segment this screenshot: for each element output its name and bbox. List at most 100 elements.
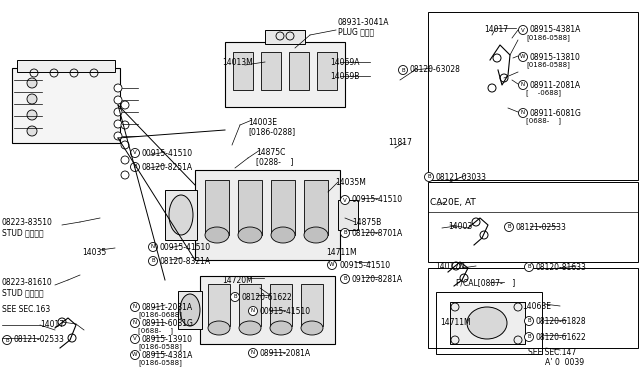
Bar: [289, 52, 309, 90]
Text: 08121-02533: 08121-02533: [516, 222, 567, 231]
Text: V: V: [521, 28, 525, 32]
Text: 00915-41510: 00915-41510: [260, 307, 311, 315]
Text: B: B: [427, 174, 431, 180]
Text: 14003: 14003: [448, 222, 472, 231]
Text: [0186-0588]: [0186-0588]: [138, 343, 182, 350]
Circle shape: [248, 349, 257, 357]
Text: W: W: [132, 353, 138, 357]
Text: 08121-02533: 08121-02533: [14, 336, 65, 344]
Text: 08911-6081G: 08911-6081G: [530, 109, 582, 118]
Text: 14017: 14017: [484, 25, 508, 34]
Circle shape: [121, 171, 129, 179]
Text: B: B: [151, 259, 155, 263]
Circle shape: [121, 141, 129, 149]
Circle shape: [424, 173, 433, 182]
Text: SEE SEC.147: SEE SEC.147: [528, 348, 576, 357]
Text: N: N: [251, 350, 255, 356]
Text: B: B: [401, 67, 405, 73]
Circle shape: [248, 307, 257, 315]
Circle shape: [131, 318, 140, 327]
Circle shape: [114, 132, 122, 140]
Text: PLUG プラグ: PLUG プラグ: [338, 27, 374, 36]
Text: 14069B: 14069B: [330, 72, 360, 81]
Text: 14017: 14017: [40, 320, 64, 329]
Text: N: N: [133, 321, 137, 326]
Ellipse shape: [180, 294, 200, 326]
Text: 08911-2081A: 08911-2081A: [142, 302, 193, 311]
Circle shape: [230, 292, 239, 301]
Ellipse shape: [301, 321, 323, 335]
Ellipse shape: [271, 227, 295, 243]
Text: 14711M: 14711M: [326, 248, 356, 257]
Bar: [178, 291, 202, 329]
Ellipse shape: [208, 321, 230, 335]
Text: 08915-13910: 08915-13910: [142, 334, 193, 343]
Bar: [239, 284, 261, 326]
Bar: [200, 276, 335, 344]
Text: 11817: 11817: [388, 138, 412, 147]
Text: 08121-03033: 08121-03033: [436, 173, 487, 182]
Circle shape: [27, 94, 37, 104]
Circle shape: [340, 275, 349, 283]
Text: 14720M: 14720M: [222, 276, 253, 285]
Text: B: B: [133, 164, 137, 170]
Text: N: N: [133, 305, 137, 310]
Text: 00915-41510: 00915-41510: [352, 196, 403, 205]
Circle shape: [328, 260, 337, 269]
Text: B: B: [343, 276, 347, 282]
Circle shape: [131, 334, 140, 343]
Bar: [238, 180, 262, 235]
Text: [0186-0588]: [0186-0588]: [526, 34, 570, 41]
Text: 08120-8701A: 08120-8701A: [352, 228, 403, 237]
Circle shape: [148, 243, 157, 251]
Text: W: W: [329, 263, 335, 267]
Text: W: W: [520, 55, 525, 60]
Text: 14069A: 14069A: [330, 58, 360, 67]
Ellipse shape: [239, 321, 261, 335]
Bar: [270, 284, 292, 326]
Bar: [436, 292, 542, 354]
Circle shape: [114, 96, 122, 104]
Bar: [304, 180, 328, 235]
Text: V: V: [343, 198, 347, 202]
Bar: [450, 302, 525, 344]
Circle shape: [518, 109, 527, 118]
Circle shape: [148, 257, 157, 266]
Text: SEE SEC.163: SEE SEC.163: [2, 305, 51, 314]
Text: 09120-8281A: 09120-8281A: [352, 275, 403, 283]
Circle shape: [131, 302, 140, 311]
Text: [0186-0288]: [0186-0288]: [248, 127, 295, 136]
Text: 08120-61622: 08120-61622: [242, 292, 292, 301]
Text: B: B: [527, 318, 531, 324]
Text: [0186-0688]: [0186-0688]: [138, 311, 182, 318]
Text: [0688-    ]: [0688- ]: [138, 327, 173, 334]
Bar: [428, 182, 638, 262]
Circle shape: [518, 52, 527, 61]
Bar: [225, 42, 345, 107]
Text: 14035: 14035: [82, 248, 106, 257]
Text: 00915-41510: 00915-41510: [339, 260, 390, 269]
Text: 08915-13810: 08915-13810: [530, 52, 581, 61]
Bar: [233, 52, 253, 90]
Circle shape: [121, 101, 129, 109]
Bar: [271, 180, 295, 235]
Circle shape: [525, 317, 534, 326]
Circle shape: [114, 84, 122, 92]
Bar: [301, 284, 323, 326]
Text: 08120-63028: 08120-63028: [410, 65, 461, 74]
Text: B: B: [343, 231, 347, 235]
Bar: [317, 52, 337, 90]
Text: N: N: [521, 83, 525, 87]
Text: 14035M: 14035M: [335, 178, 366, 187]
Text: B: B: [527, 334, 531, 340]
Circle shape: [340, 196, 349, 205]
Text: 08911-2081A: 08911-2081A: [260, 349, 311, 357]
Text: 08223-83510: 08223-83510: [2, 218, 53, 227]
Bar: [338, 200, 358, 230]
Circle shape: [518, 26, 527, 35]
Ellipse shape: [205, 227, 229, 243]
Text: [    -0688]: [ -0688]: [526, 89, 561, 96]
Text: 08120-8321A: 08120-8321A: [160, 257, 211, 266]
Ellipse shape: [169, 195, 193, 235]
Text: 14017N: 14017N: [435, 262, 465, 271]
